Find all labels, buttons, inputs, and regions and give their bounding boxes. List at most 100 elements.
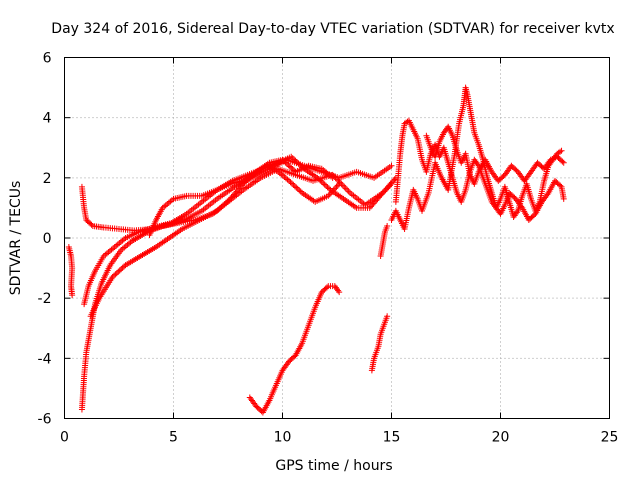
data-point [295,160,302,167]
data-point [296,187,303,194]
x-tick-label: 5 [169,430,178,446]
data-point [336,180,343,187]
data-point [119,264,126,271]
data-point [314,174,321,181]
data-point [329,174,336,181]
data-point [222,199,229,206]
data-point [219,202,226,209]
series-arc-a [65,244,76,299]
data-point [559,158,566,165]
data-point [290,181,297,188]
y-tick-label: 6 [43,51,52,67]
y-tick-label: -6 [38,412,52,428]
data-point [326,185,333,192]
data-point [218,203,225,210]
y-axis-label: SDTVAR / TECUs [8,181,24,296]
data-point [294,159,301,166]
data-point [315,176,322,183]
data-point [345,188,352,195]
data-point [288,164,295,171]
data-point [336,289,343,296]
data-point [324,184,331,191]
x-tick-label: 0 [60,430,69,446]
x-tick-label: 10 [274,430,292,446]
plot-frame [64,57,610,419]
y-tick-label: 2 [43,171,52,187]
data-point [560,159,567,166]
data-point [285,162,292,169]
data-point [225,197,232,204]
data-point [384,222,391,229]
data-point [110,272,117,279]
data-point [88,221,95,228]
data-point [288,153,295,160]
data-point [557,148,564,155]
data-point [287,179,294,186]
data-point [341,183,348,190]
data-point [296,161,303,168]
data-point [289,155,296,162]
data-point [214,207,221,214]
data-point [321,181,328,188]
data-point [384,313,391,320]
data-point [335,177,342,184]
x-axis-label: GPS time / hours [275,458,392,474]
data-point [344,186,351,193]
data-point [323,182,330,189]
data-point [221,201,228,208]
data-point [283,160,290,167]
x-tick-label: 15 [383,430,401,446]
data-points [65,84,567,416]
data-point [217,205,224,212]
y-tick-label: -4 [38,351,52,367]
data-point [288,180,295,187]
data-point [317,177,324,184]
y-tick-label: -2 [38,291,52,307]
data-point [292,157,299,164]
series-arc-e [87,162,343,320]
data-point [215,206,222,213]
data-point [282,159,289,166]
data-point [391,176,398,183]
data-point [294,185,301,192]
data-point [291,156,298,163]
data-point [388,162,395,169]
data-point [279,156,286,163]
x-tick-label: 25 [601,430,619,446]
data-point [280,158,287,165]
data-point [118,266,125,273]
data-point [557,182,564,189]
data-point [342,185,349,192]
y-tick-labels: -6 -4 -2 0 2 4 6 [38,51,52,428]
data-point [112,271,119,278]
data-point [224,198,231,205]
grid [64,57,610,419]
data-point [116,267,123,274]
data-point [69,292,76,299]
data-point [113,270,120,277]
series-arc-i [377,222,391,260]
chart-title: Day 324 of 2016, Sidereal Day-to-day VTE… [51,21,614,37]
data-point [332,185,339,192]
y-tick-label: 4 [43,111,52,127]
x-tick-label: 20 [492,430,510,446]
y-tick-label: 0 [43,231,52,247]
data-point [286,177,293,184]
data-point [293,184,300,191]
data-point [291,183,298,190]
series-arc-g [246,283,343,416]
data-point [289,166,296,173]
data-point [560,195,567,202]
data-point [286,163,293,170]
series-arc-k [388,84,567,232]
series-arc-f [146,156,336,238]
data-point [121,263,128,270]
data-point [558,147,565,154]
x-tick-labels: 0 5 10 15 20 25 [60,430,618,446]
data-point [323,284,330,291]
series-arc-h [368,313,391,374]
data-point [333,183,340,190]
data-point [115,268,122,275]
data-point [109,274,116,281]
